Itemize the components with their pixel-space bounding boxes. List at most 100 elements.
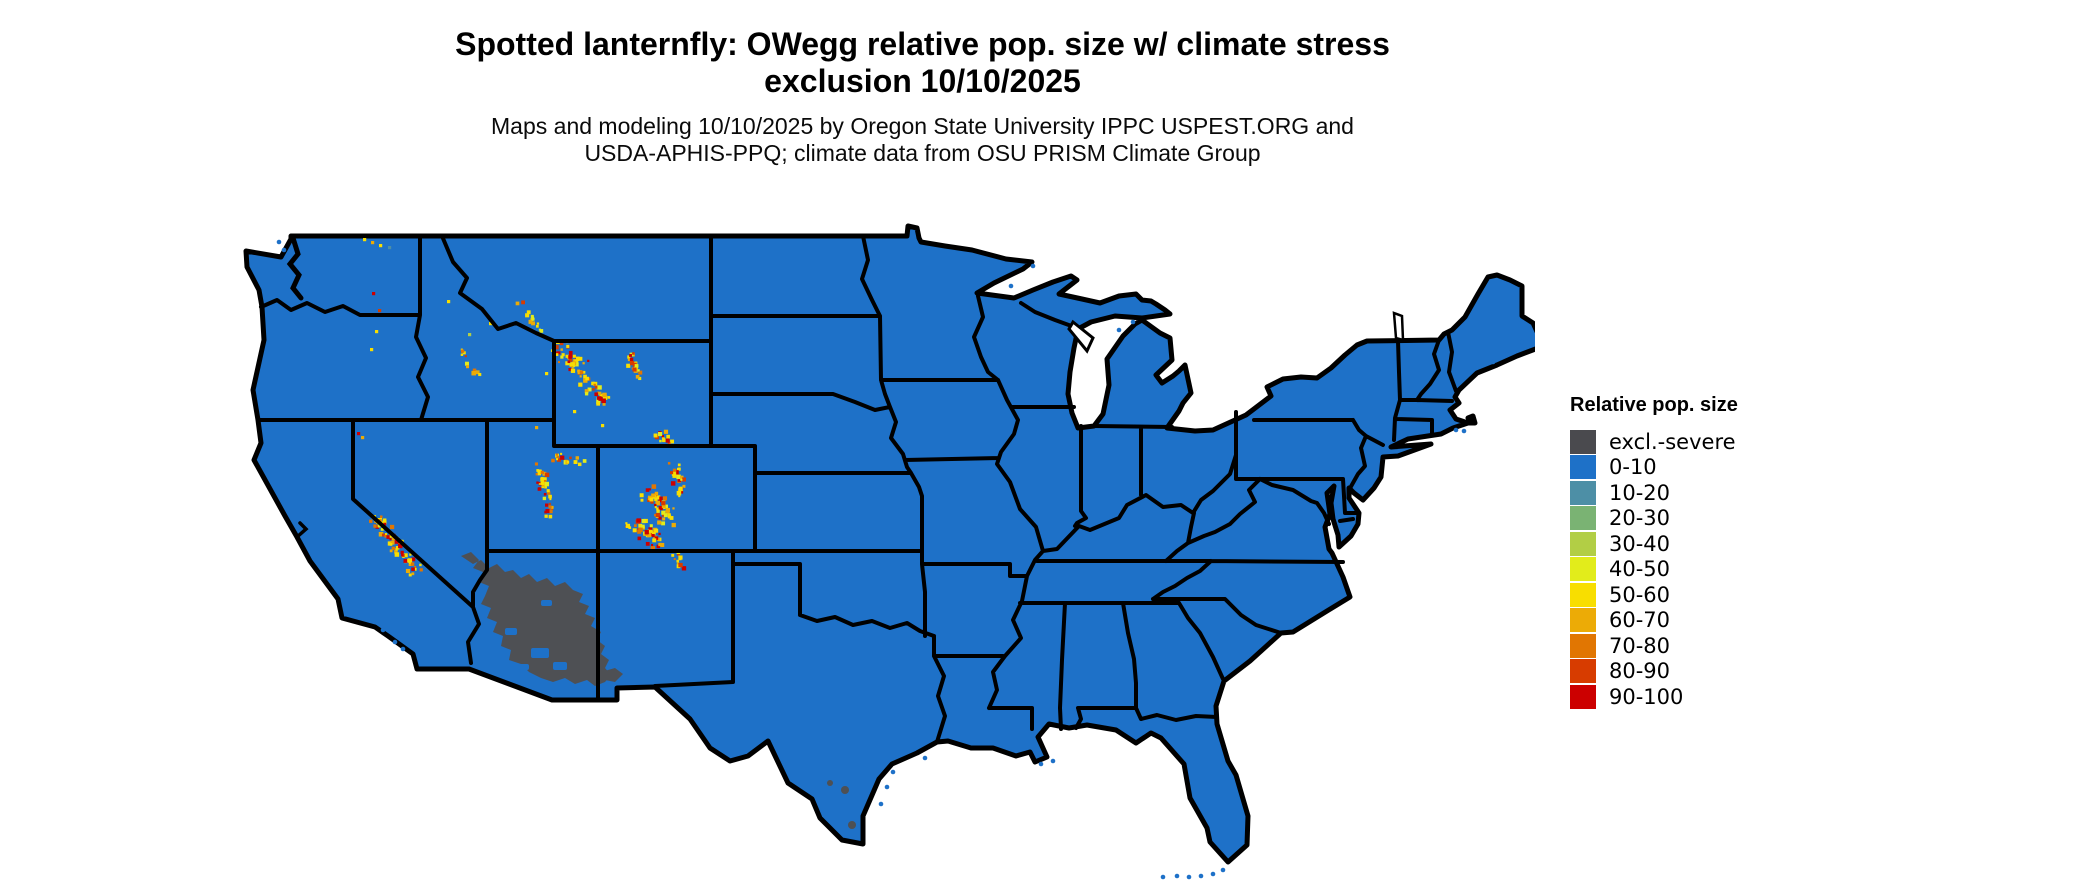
map-raster-cell bbox=[550, 505, 554, 509]
map-raster-cell bbox=[391, 546, 396, 551]
map-title: Spotted lanternfly: OWegg relative pop. … bbox=[245, 26, 1600, 100]
legend-item: excl.-severe bbox=[1570, 429, 1738, 455]
map-raster-cell bbox=[670, 439, 675, 444]
map-raster-cell bbox=[658, 532, 661, 536]
map-raster-cell bbox=[548, 509, 553, 514]
map-raster-cell bbox=[657, 520, 662, 525]
map-raster-cell bbox=[535, 426, 539, 430]
us-map bbox=[243, 223, 1535, 880]
map-raster-cell bbox=[384, 534, 388, 538]
legend-item-label: 10-20 bbox=[1609, 480, 1671, 505]
map-raster-cell bbox=[579, 375, 582, 378]
map-raster-cell bbox=[661, 510, 666, 515]
map-raster-cell bbox=[649, 524, 653, 528]
legend-item: 50-60 bbox=[1570, 582, 1738, 608]
map-raster-cell bbox=[627, 355, 631, 359]
map-raster-cell bbox=[636, 518, 642, 523]
map-dot bbox=[1174, 873, 1180, 879]
map-dot bbox=[1116, 327, 1122, 333]
map-raster-cell bbox=[568, 350, 573, 355]
map-raster-cell bbox=[666, 434, 670, 439]
map-raster-cell bbox=[392, 538, 395, 541]
map-raster-cell bbox=[400, 550, 404, 555]
map-raster-cell bbox=[579, 370, 584, 375]
map-raster-cell bbox=[395, 548, 398, 551]
map-raster-cell bbox=[635, 374, 640, 379]
map-raster-cell bbox=[380, 527, 384, 531]
single-specks-group bbox=[357, 238, 605, 440]
map-raster-cell bbox=[667, 515, 672, 519]
map-raster-cell bbox=[447, 300, 451, 304]
map-raster-cell bbox=[651, 534, 655, 537]
map-raster-cell bbox=[597, 385, 602, 390]
map-raster-cell bbox=[545, 503, 549, 507]
lake-champlain-water bbox=[1392, 311, 1405, 342]
map-raster-cell bbox=[549, 498, 552, 501]
map-raster-cell bbox=[649, 497, 654, 502]
map-raster-cell bbox=[419, 568, 423, 572]
map-raster-cell bbox=[472, 368, 477, 373]
map-raster-cell bbox=[594, 385, 598, 389]
map-raster-cell bbox=[538, 482, 541, 486]
map-raster-cell bbox=[601, 398, 606, 404]
map-raster-cell bbox=[526, 310, 531, 315]
map-raster-cell bbox=[398, 543, 403, 549]
legend-item: 60-70 bbox=[1570, 608, 1738, 634]
map-raster-cell bbox=[679, 475, 684, 480]
map-dot bbox=[1519, 339, 1525, 345]
legend-item: 70-80 bbox=[1570, 633, 1738, 659]
map-raster-cell bbox=[625, 523, 631, 529]
legend-item: 20-30 bbox=[1570, 506, 1738, 532]
map-raster-cell bbox=[557, 457, 562, 462]
map-raster-cell bbox=[639, 493, 644, 498]
legend-item-label: 90-100 bbox=[1609, 684, 1684, 709]
map-raster-cell bbox=[536, 481, 539, 484]
map-raster-cell bbox=[607, 396, 611, 399]
map-raster-cell bbox=[672, 507, 675, 510]
map-raster-cell bbox=[569, 456, 572, 460]
legend-title: Relative pop. size bbox=[1570, 394, 1738, 416]
sf-bay-notch bbox=[295, 521, 309, 539]
legend-swatch bbox=[1570, 608, 1596, 633]
map-raster-cell bbox=[535, 324, 539, 328]
map-raster-cell bbox=[645, 541, 650, 546]
map-raster-cell bbox=[578, 382, 583, 387]
map-dot bbox=[922, 755, 928, 761]
map-raster-cell bbox=[377, 524, 381, 528]
map-raster-cell bbox=[651, 543, 654, 547]
map-raster-cell bbox=[646, 532, 652, 538]
map-dot bbox=[1030, 263, 1036, 269]
map-raster-cell bbox=[409, 553, 412, 556]
map-raster-cell bbox=[587, 387, 592, 392]
map-raster-cell bbox=[565, 354, 569, 358]
map-raster-cell bbox=[535, 472, 539, 476]
map-raster-cell bbox=[638, 376, 642, 381]
map-raster-cell bbox=[540, 476, 544, 480]
map-raster-cell bbox=[548, 494, 552, 499]
hotspot-speckles-group bbox=[369, 300, 687, 577]
map-raster-cell bbox=[386, 535, 391, 539]
map-raster-cell bbox=[539, 329, 544, 333]
map-raster-cell bbox=[411, 567, 415, 572]
map-raster-cell bbox=[583, 378, 588, 383]
map-raster-cell bbox=[528, 319, 533, 324]
map-raster-cell bbox=[515, 301, 520, 306]
map-raster-cell bbox=[574, 362, 579, 367]
map-raster-cell bbox=[390, 540, 395, 545]
map-raster-cell bbox=[678, 486, 683, 491]
map-raster-cell bbox=[671, 553, 675, 557]
map-dot bbox=[1210, 871, 1216, 877]
legend-swatch bbox=[1570, 633, 1596, 658]
map-raster-cell bbox=[395, 545, 400, 550]
map-dot bbox=[1008, 283, 1014, 289]
map-raster-cell bbox=[525, 313, 530, 318]
map-raster-cell bbox=[546, 489, 550, 493]
map-raster-cell bbox=[667, 513, 671, 517]
map-dot bbox=[392, 639, 398, 645]
map-raster-cell bbox=[544, 481, 550, 487]
legend-items: excl.-severe 0-10 10-20 20-30 30-40 40-50 50-6… bbox=[1570, 429, 1738, 710]
map-raster-cell bbox=[410, 562, 415, 566]
map-raster-cell bbox=[411, 572, 415, 576]
exclusion-nm-tongue bbox=[601, 668, 623, 682]
map-raster-cell bbox=[568, 358, 573, 362]
